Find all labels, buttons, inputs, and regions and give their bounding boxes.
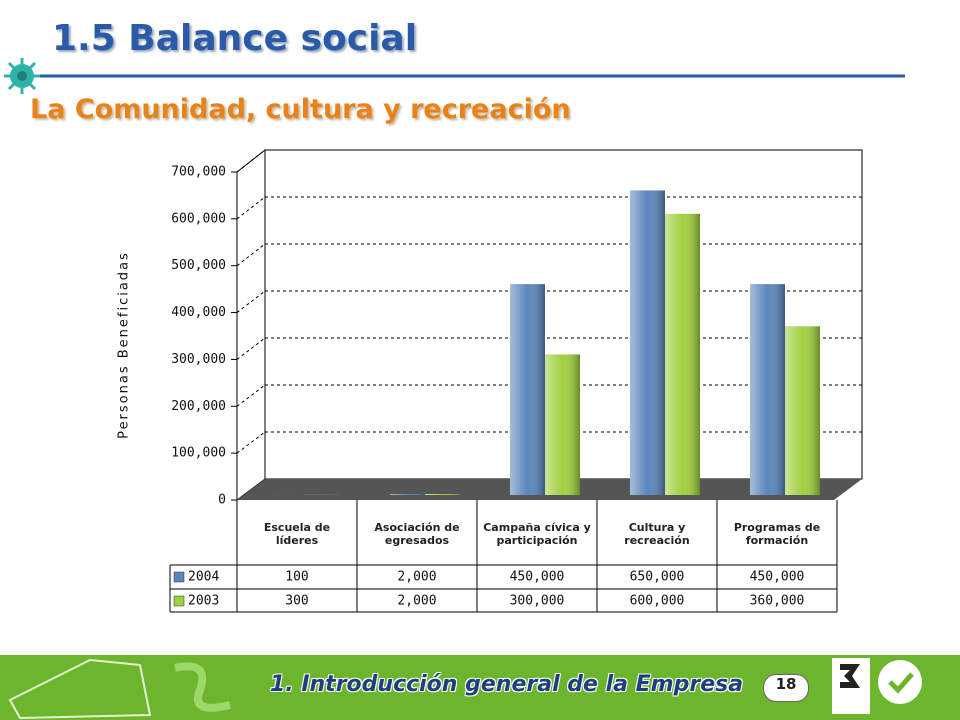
bar-shade [665,213,700,495]
legend-label: 2003 [188,594,219,609]
logo-sgs [878,660,922,704]
x-category-label: Escuela de líderes [263,521,331,547]
table-value: 650,000 [630,570,685,585]
table-value: 360,000 [750,594,805,609]
bar-shade [425,494,460,495]
bar-shade [785,326,820,495]
y-tick-label: 300,000 [171,352,226,367]
y-tick-label: 700,000 [171,165,226,180]
x-category-label: Campaña cívica y participación [483,521,591,547]
x-category-label: Cultura y recreación [624,521,690,547]
bar-shade [510,284,545,495]
footer-swoosh [174,662,231,712]
x-category-label: Asociación de egresados [374,521,460,547]
y-tick-label: 400,000 [171,305,226,320]
logo-mark [840,664,860,688]
bars [270,190,820,495]
logo-check [888,672,914,694]
table-value: 450,000 [750,570,805,585]
footer-section: 1. Introducción general de la Empresa [270,672,744,697]
subtitle: La Comunidad, cultura y recreación [30,94,571,125]
table-value: 600,000 [630,594,685,609]
legend-label: 2004 [188,570,219,585]
footer-icon [8,658,152,720]
data-table [169,500,838,613]
bar-shade [390,494,425,495]
bar-shade [750,284,785,495]
y-tick-label: 100,000 [171,446,226,461]
table-value: 2,000 [397,570,436,585]
y-tick-label: 600,000 [171,211,226,226]
y-tick-label: 200,000 [171,399,226,414]
table-value: 100 [285,570,308,585]
title: 1.5 Balance social [52,18,418,59]
x-category-label: Programas de formación [733,521,821,547]
table-value: 450,000 [510,570,565,585]
y-axis-label: Personas Beneficiadas [117,251,132,439]
bar-shade [545,354,580,495]
table-value: 300 [285,594,308,609]
page-number: 18 [763,674,809,702]
bar-shade [630,190,665,495]
table-value: 300,000 [510,594,565,609]
title-icon [4,58,40,94]
table-value: 2,000 [397,594,436,609]
legend-swatch [173,571,185,583]
legend-swatch [173,595,185,607]
y-tick-label: 0 [218,493,226,508]
y-tick-label: 500,000 [171,258,226,273]
side-wall [236,148,266,501]
